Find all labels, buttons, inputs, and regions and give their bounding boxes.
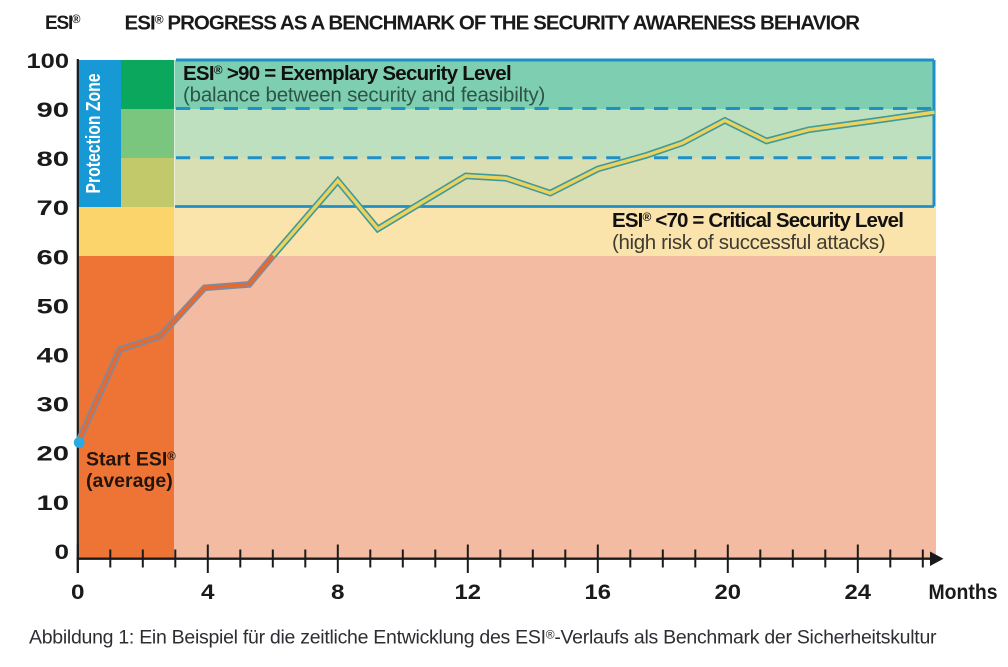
svg-text:12: 12	[455, 580, 482, 604]
svg-text:4: 4	[201, 580, 215, 604]
svg-text:20: 20	[37, 443, 70, 466]
svg-text:(balance between security and: (balance between security and feasibilty…	[183, 84, 545, 107]
svg-text:ESI® PROGRESS AS A BENCHMARK O: ESI® PROGRESS AS A BENCHMARK OF THE SECU…	[125, 12, 861, 35]
svg-text:8: 8	[331, 580, 345, 604]
svg-text:0: 0	[55, 541, 70, 564]
svg-text:60: 60	[37, 246, 70, 269]
svg-text:30: 30	[37, 394, 70, 417]
svg-text:16: 16	[585, 580, 612, 604]
svg-text:(average): (average)	[86, 470, 173, 492]
svg-text:(high risk of successful attac: (high risk of successful attacks)	[612, 231, 885, 254]
svg-text:Protection Zone: Protection Zone	[83, 74, 105, 194]
svg-text:80: 80	[37, 148, 70, 171]
svg-text:ESI® >90 = Exemplary Security: ESI® >90 = Exemplary Security Level	[183, 62, 511, 85]
svg-text:40: 40	[37, 345, 70, 368]
svg-text:0: 0	[71, 580, 85, 604]
svg-text:90: 90	[37, 99, 70, 122]
svg-text:Months: Months	[929, 580, 998, 604]
svg-text:Start ESI®: Start ESI®	[86, 449, 176, 471]
svg-text:10: 10	[37, 492, 70, 515]
svg-text:Abbildung 1: Ein Beispiel für: Abbildung 1: Ein Beispiel für die zeitli…	[29, 627, 937, 649]
svg-text:24: 24	[845, 580, 872, 604]
svg-text:100: 100	[27, 50, 70, 73]
svg-text:50: 50	[37, 295, 70, 318]
svg-text:ESI® <70 = Critical Security L: ESI® <70 = Critical Security Level	[612, 209, 903, 232]
svg-text:20: 20	[715, 580, 742, 604]
svg-text:70: 70	[37, 197, 70, 220]
